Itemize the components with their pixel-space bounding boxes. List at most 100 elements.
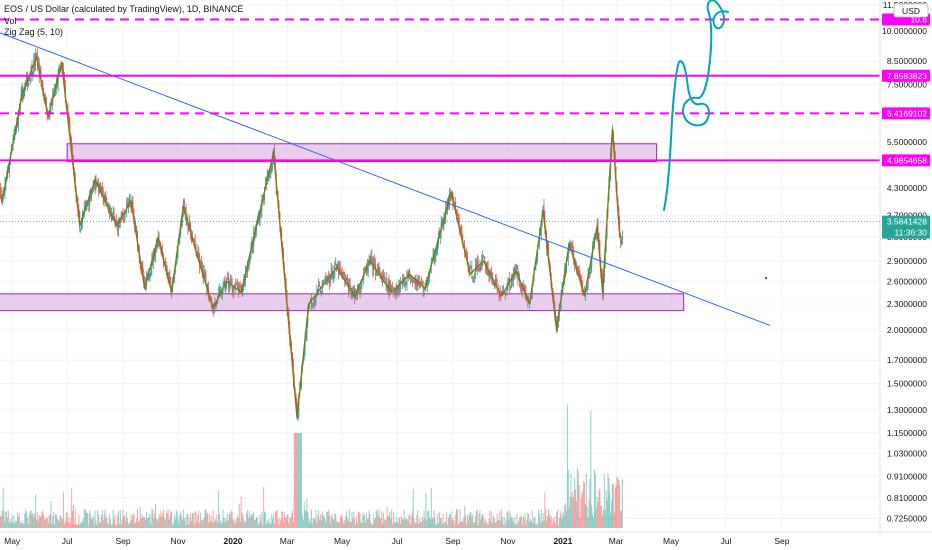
volume-bar [529,519,531,528]
symbol-title[interactable]: EOS / US Dollar (calculated by TradingVi… [4,4,244,14]
volume-bar [15,520,17,528]
volume-bar [474,522,476,528]
volume-bar [558,518,560,528]
price-axis[interactable]: 11.500000010.00000008.50000007.50000006.… [0,0,932,532]
volume-bar [246,513,248,528]
candle-body [598,232,600,243]
volume-bar [249,517,251,528]
candle-body [523,284,525,290]
volume-bar [458,522,460,528]
volume-bar [488,518,490,528]
volume-bar [595,508,597,528]
volume-bar [242,515,244,528]
volume-bar [492,522,494,528]
volume-bar [63,492,65,528]
volume-bar [328,509,330,528]
candle-body [491,271,493,278]
time-axis[interactable]: May Jul Sep Nov 2020 Mar May Jul Sep Nov 2021 Mar Ma… [0,531,932,550]
volume-bar [17,512,19,528]
volume-bar [428,510,430,528]
volume-bar [497,519,499,528]
volume-bar [118,511,120,528]
volume-bar [211,521,213,528]
volume-bar [508,519,510,528]
volume-bar [378,509,380,528]
volume-bar [288,523,290,528]
candle-body [36,54,37,56]
candle-body [17,122,19,125]
volume-bar [613,512,615,528]
candle-body [142,265,144,272]
volume-bar [26,512,28,528]
volume-bar [267,522,269,528]
volume-bar [241,512,243,528]
volume-bar [207,512,209,528]
volume-bar [549,518,551,528]
volume-bar [525,524,527,528]
volume-bar [506,511,508,528]
volume-bar [226,520,228,528]
volume-bar [168,519,170,528]
volume-bar [72,505,74,528]
volume-bar [369,514,371,528]
candle-body [478,268,480,270]
candle-body [457,215,459,221]
price-tick-label: 0.7250000 [887,514,927,524]
currency-button[interactable] [893,3,929,18]
volume-bar [44,519,46,528]
volume-bar [329,522,331,528]
horizontal-levels[interactable] [0,18,880,162]
resistance-zone [66,143,658,163]
candle-body [512,274,514,282]
volume-bar [244,522,246,528]
candle-body [417,280,419,286]
volume-bar [62,518,64,528]
volume-bar [343,523,345,528]
candle-body [412,280,414,283]
candle-body [418,280,420,282]
candle-body [481,258,483,270]
level-price-label: 10.6 [910,14,927,24]
volume-bar [129,520,131,528]
volume-bar [170,510,172,528]
candle-body [169,276,171,281]
volume-bar [57,520,59,528]
volume-bar [514,524,516,528]
price-tick-label: 2.9000000 [887,256,927,266]
volume-bar [612,483,614,528]
volume-bar [598,490,600,528]
candle-body [371,256,373,259]
trendline-group[interactable] [0,32,771,326]
candle-body [292,352,293,364]
candle-body [357,288,359,291]
volume-bar [389,511,391,528]
candle-body [359,286,361,292]
volume-bar [522,515,524,528]
volume-bar [573,497,575,528]
volume-bar [140,518,142,528]
descending-trendline[interactable] [0,32,771,326]
candle-body [315,295,317,301]
candle-body [213,303,215,313]
volume-bar [492,515,494,528]
candle-body [32,72,34,76]
volume-bar [60,515,62,528]
volume-bar [64,521,66,528]
volume-bar [467,518,469,528]
volume-bar [379,518,381,528]
candle-body [466,252,467,256]
volume-bar [370,522,372,528]
candle-body [437,243,439,251]
volume-bar [314,519,316,528]
volume-bar [186,513,188,528]
volume-bar [102,520,104,528]
volume-bar [495,521,497,528]
volume-bar [128,523,130,528]
volume-bar [181,516,183,528]
volume-bar [250,514,252,528]
volume-bar [31,514,33,528]
volume-bar [295,433,297,528]
volume-bar [395,516,397,528]
candle-body [219,289,220,293]
